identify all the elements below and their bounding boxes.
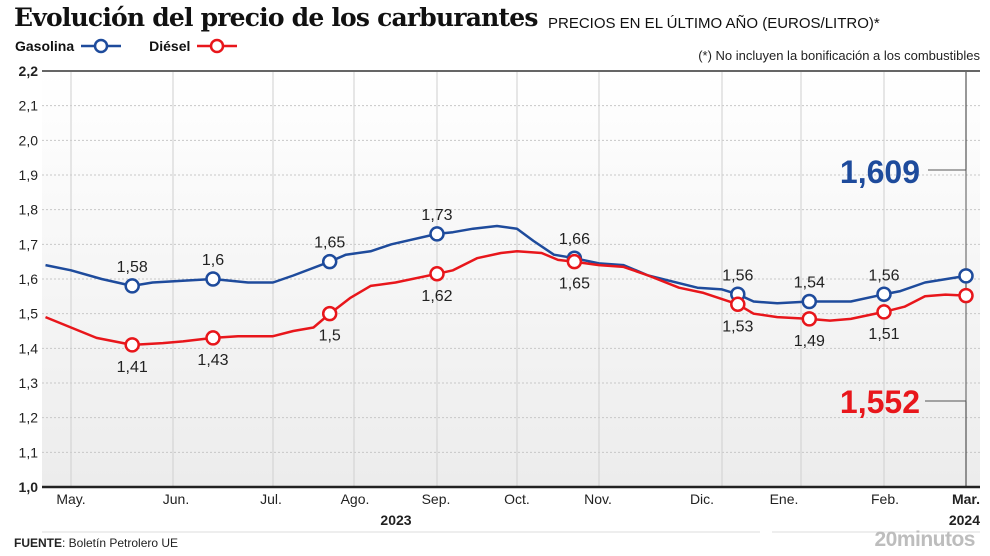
data-point-gasolina [876,286,892,303]
data-point-gasolina [321,253,338,270]
y-tick-label: 1,2 [19,410,39,426]
data-point-gasolina [429,226,445,242]
data-label-diesel: 1,51 [868,326,899,343]
source-text: : Boletín Petrolero UE [62,536,179,550]
data-labels: 1,58 1,6 1,65 1,73 1,66 1,56 1,54 1,56 1,41 1,43 1… [117,207,900,376]
y-tick-label: 2,2 [19,63,39,79]
legend-item-gasolina: Gasolina [15,38,123,54]
y-tick-label: 1,9 [19,167,39,183]
legend-marker-gasolina-icon [81,38,122,54]
x-tick-label: Ene. [770,491,799,507]
data-label-gasolina: 1,66 [559,231,590,248]
x-tick-label: Ago. [341,491,370,507]
footnote: (*) No incluyen la bonificación a los co… [698,48,980,63]
legend: Gasolina Diésel [15,38,265,54]
x-tick-label: Dic. [690,491,714,507]
series-line-gasolina [45,224,967,305]
brand-logo: 20minutos [874,528,975,551]
data-label-gasolina: 1,56 [722,267,753,284]
vertical-gridlines [70,71,967,487]
legend-item-diesel: Diésel [149,38,239,54]
x-tick-label: Nov. [584,491,612,507]
y-tick-label: 1,4 [19,340,39,356]
data-label-diesel: 1,49 [794,333,825,350]
data-point-diesel [205,330,221,346]
y-tick-label: 1,6 [19,271,39,287]
x-axis-ticks: May. Jun. Jul. Ago. Sep. Oct. Nov. Dic. Ene. Feb.… [56,491,980,528]
y-tick-label: 1,8 [19,202,39,218]
legend-label-diesel: Diésel [149,38,191,54]
data-point-diesel [958,287,974,304]
data-label-diesel: 1,62 [421,288,452,305]
y-tick-label: 2,0 [19,132,39,148]
data-label-gasolina: 1,54 [794,275,825,292]
horizontal-gridlines [42,105,980,453]
data-point-diesel [429,266,445,282]
data-point-diesel [124,337,140,353]
data-point-gasolina [801,293,818,310]
data-label-diesel: 1,5 [319,328,341,345]
callout-connector-diesel [925,302,967,402]
data-label-gasolina: 1,65 [314,235,345,252]
y-tick-label: 1,7 [19,236,39,252]
data-label-gasolina: 1,73 [421,207,452,224]
final-value-diesel: 1,552 [840,384,920,420]
data-point-diesel [566,253,583,270]
data-label-diesel: 1,43 [197,352,228,369]
x-tick-label: Feb. [871,491,899,507]
data-point-gasolina [205,271,221,287]
data-label-gasolina: 1,6 [202,252,224,269]
x-year-label: 2024 [949,512,980,528]
data-point-diesel [801,311,818,327]
y-tick-label: 1,1 [19,444,39,460]
x-tick-label: Mar. [952,491,980,507]
y-tick-label: 1,3 [19,375,39,391]
y-tick-label: 2,1 [19,98,39,114]
x-tick-label: Jul. [260,491,282,507]
data-point-gasolina [124,278,140,294]
data-label-diesel: 1,53 [722,318,753,335]
chart-title: Evolución del precio de los carburantes [14,3,538,32]
data-point-gasolina [958,268,974,284]
legend-label-gasolina: Gasolina [15,38,75,54]
final-value-gasolina: 1,609 [840,154,920,190]
data-point-diesel [730,296,746,313]
y-tick-label: 1,5 [19,306,39,322]
final-value-callouts: 1,609 1,552 [840,154,967,420]
series-line-diesel [45,250,967,347]
callout-connector-gasolina [928,169,967,269]
x-tick-label: Oct. [504,491,530,507]
y-tick-label: 1,0 [19,479,39,495]
x-tick-label: Jun. [163,491,189,507]
chart-subtitle: PRECIOS EN EL ÚLTIMO AÑO (EUROS/LITRO)* [548,15,880,32]
source-line: FUENTE: Boletín Petrolero UE [14,536,178,550]
x-tick-label: Sep. [422,491,451,507]
data-point-diesel [321,305,338,322]
x-year-label: 2023 [380,512,411,528]
series-group [45,224,974,353]
x-tick-label: May. [56,491,85,507]
data-label-gasolina: 1,56 [868,267,899,284]
data-label-diesel: 1,41 [117,359,148,376]
y-axis-ticks: 1,0 1,1 1,2 1,3 1,4 1,5 1,6 1,7 1,8 1,9 2,0 2,1 2,2 [19,63,39,495]
data-label-gasolina: 1,58 [117,259,148,276]
axes [42,70,980,533]
legend-marker-diesel-icon [197,38,238,54]
data-point-diesel [876,304,892,320]
source-label: FUENTE [14,536,62,550]
data-label-diesel: 1,65 [559,276,590,293]
